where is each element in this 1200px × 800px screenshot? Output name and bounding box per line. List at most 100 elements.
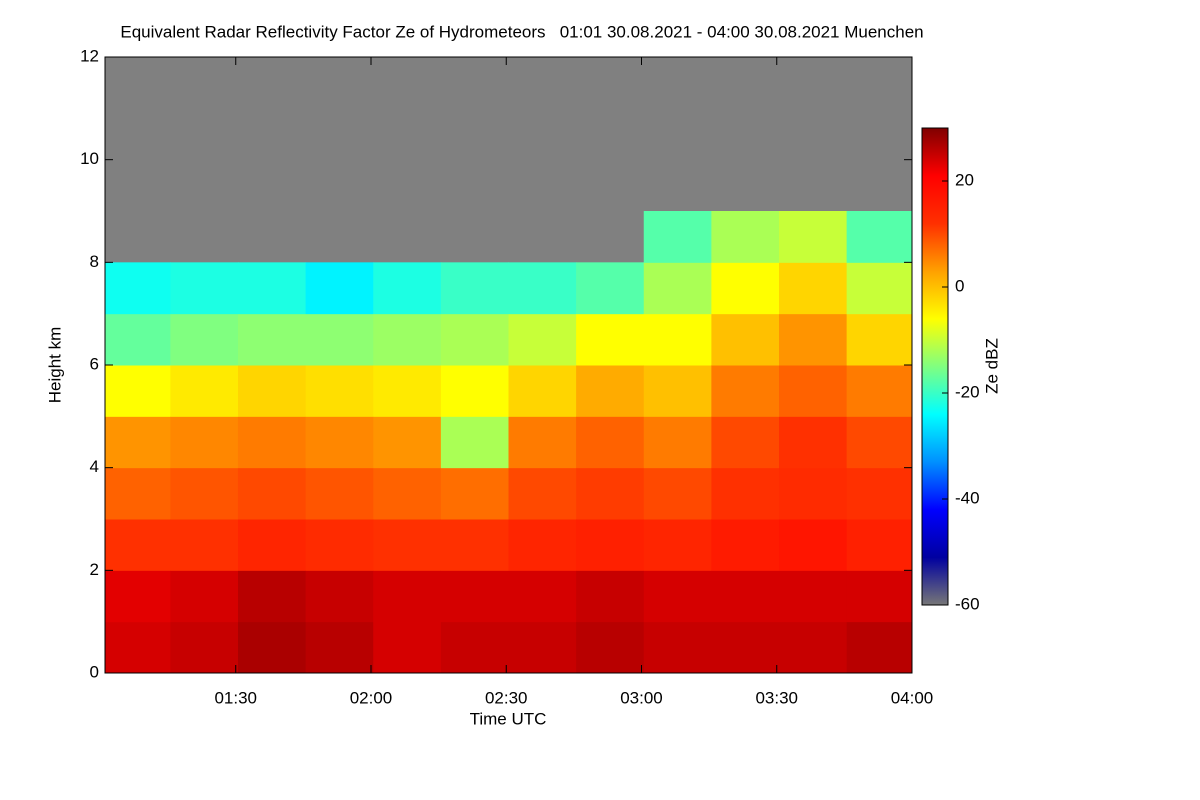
heatmap-cell [846, 467, 912, 520]
x-tick-label: 03:30 [755, 688, 798, 707]
heatmap-cell [508, 621, 577, 673]
heatmap-cell [846, 416, 912, 469]
heatmap-cell [105, 621, 171, 673]
x-tick-label: 02:30 [485, 688, 528, 707]
heatmap-cell [846, 211, 912, 263]
heatmap-cell [373, 519, 442, 571]
heatmap-cell [237, 262, 307, 315]
colorbar [921, 127, 949, 606]
heatmap-cell [440, 519, 509, 571]
heatmap-cell [305, 519, 374, 571]
y-tick-label: 2 [90, 560, 99, 579]
heatmap-cell [237, 416, 307, 469]
heatmap-cell [440, 570, 509, 623]
heatmap-cell [643, 467, 712, 520]
heatmap-cell [170, 467, 239, 520]
heatmap-cell [711, 621, 780, 673]
heatmap-cell [237, 365, 307, 417]
heatmap-cell [373, 570, 442, 623]
x-tick-label: 03:00 [620, 688, 663, 707]
heatmap-cell [779, 519, 848, 571]
y-tick-label: 0 [90, 662, 99, 681]
heatmap-cell [237, 519, 307, 571]
heatmap-cell [305, 262, 374, 315]
heatmap [105, 211, 912, 673]
y-axis-label: Height km [45, 327, 64, 404]
heatmap-cell [170, 365, 239, 417]
heatmap-cell [305, 313, 374, 366]
heatmap-cell [779, 211, 848, 263]
heatmap-cell [105, 519, 171, 571]
heatmap-cell [846, 570, 912, 623]
heatmap-cell [711, 365, 780, 417]
colorbar-tick-label: -60 [955, 594, 980, 613]
heatmap-cell [373, 416, 442, 469]
heatmap-cell [711, 519, 780, 571]
heatmap-cell [373, 365, 442, 417]
heatmap-cell [711, 262, 780, 315]
heatmap-cell [508, 416, 577, 469]
heatmap-cell [711, 416, 780, 469]
colorbar-tick-label: -40 [955, 488, 980, 507]
heatmap-cell [576, 467, 645, 520]
heatmap-cell [105, 570, 171, 623]
heatmap-cell [576, 365, 645, 417]
heatmap-cell [373, 313, 442, 366]
heatmap-cell [305, 365, 374, 417]
heatmap-cell [779, 570, 848, 623]
heatmap-cell [105, 416, 171, 469]
heatmap-cell [846, 519, 912, 571]
x-tick-label: 02:00 [350, 688, 393, 707]
heatmap-cell [576, 519, 645, 571]
heatmap-cell [237, 313, 307, 366]
y-tick-label: 6 [90, 354, 99, 373]
heatmap-cell [711, 211, 780, 263]
heatmap-cell [170, 519, 239, 571]
heatmap-cell [779, 365, 848, 417]
heatmap-cell [170, 313, 239, 366]
heatmap-cell [779, 621, 848, 673]
heatmap-cell [440, 467, 509, 520]
heatmap-cell [643, 365, 712, 417]
heatmap-cell [105, 365, 171, 417]
heatmap-cell [170, 570, 239, 623]
heatmap-cell [170, 262, 239, 315]
heatmap-cell [170, 621, 239, 673]
heatmap-cell [373, 467, 442, 520]
heatmap-cell [305, 570, 374, 623]
heatmap-cell [711, 570, 780, 623]
heatmap-cell [643, 313, 712, 366]
heatmap-cell [779, 467, 848, 520]
y-tick-label: 8 [90, 252, 99, 271]
y-tick-label: 10 [80, 149, 99, 168]
heatmap-cell [643, 416, 712, 469]
heatmap-cell [105, 467, 171, 520]
chart-title: Equivalent Radar Reflectivity Factor Ze … [120, 22, 923, 41]
heatmap-cell [440, 621, 509, 673]
heatmap-cell [305, 416, 374, 469]
heatmap-cell [779, 416, 848, 469]
heatmap-cell [643, 570, 712, 623]
heatmap-cell [576, 416, 645, 469]
heatmap-cell [373, 262, 442, 315]
heatmap-cell [237, 570, 307, 623]
heatmap-cell [711, 313, 780, 366]
colorbar-label: Ze dBZ [982, 338, 1001, 394]
heatmap-cell [846, 262, 912, 315]
heatmap-cell [846, 313, 912, 366]
heatmap-cell [779, 262, 848, 315]
colorbar-tick-label: 0 [955, 276, 964, 295]
y-tick-label: 12 [80, 46, 99, 65]
heatmap-cell [373, 621, 442, 673]
heatmap-cell [440, 416, 509, 469]
heatmap-cell [846, 621, 912, 673]
heatmap-cell [643, 519, 712, 571]
heatmap-cell [105, 313, 171, 366]
heatmap-cell [643, 211, 712, 263]
heatmap-cell [576, 313, 645, 366]
heatmap-cell [576, 262, 645, 315]
colorbar-tick-label: 20 [955, 170, 974, 189]
heatmap-cell [305, 467, 374, 520]
heatmap-cell [105, 262, 171, 315]
